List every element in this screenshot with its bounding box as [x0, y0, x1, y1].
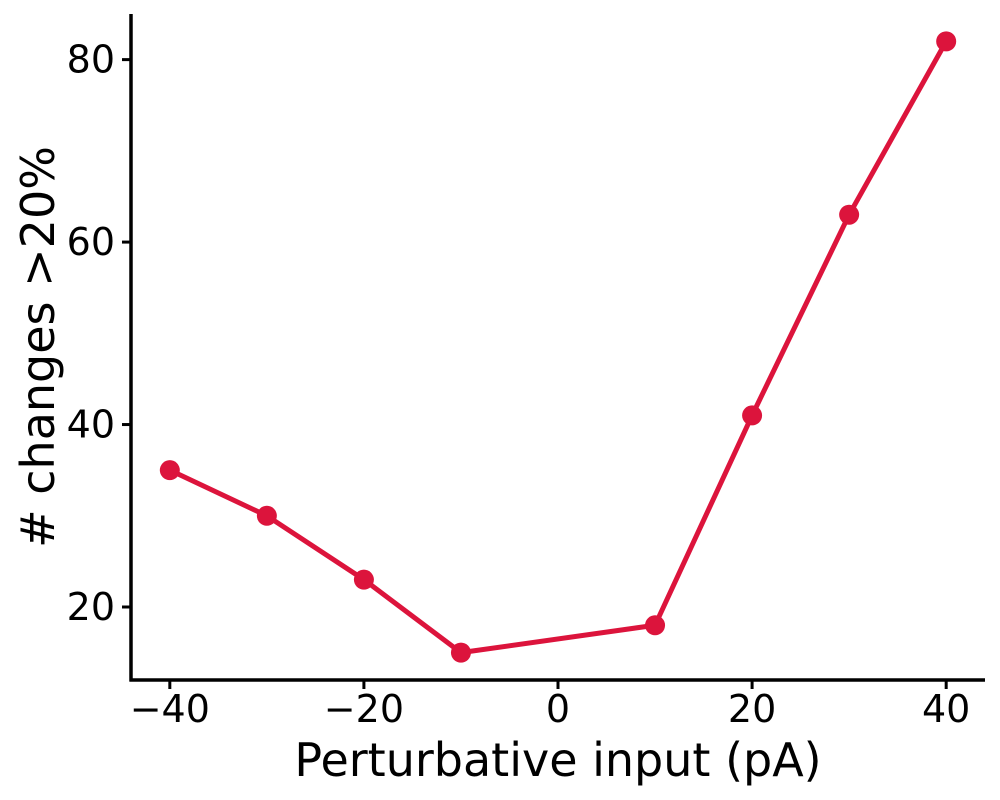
data-point	[450, 642, 471, 663]
data-point	[839, 204, 860, 225]
x-tick-label: −20	[324, 687, 404, 731]
data-point	[936, 31, 957, 52]
data-point	[353, 569, 374, 590]
y-tick-label: 20	[67, 585, 115, 629]
x-tick-label: 0	[546, 687, 570, 731]
data-point	[159, 460, 180, 481]
y-axis-label: # changes >20%	[11, 146, 65, 548]
data-point	[742, 405, 763, 426]
axes	[129, 14, 985, 682]
y-tick-label: 60	[67, 220, 115, 264]
x-axis-ticks: −40 −20 0 20 40	[130, 680, 970, 731]
x-tick-label: −40	[130, 687, 210, 731]
series-line	[167, 38, 949, 656]
plot-area	[159, 31, 957, 663]
y-tick-label: 40	[67, 403, 115, 447]
data-point	[645, 615, 666, 636]
x-tick-label: 40	[922, 687, 970, 731]
x-axis-label: Perturbative input (pA)	[294, 733, 821, 787]
data-point	[256, 505, 277, 526]
x-tick-label: 20	[728, 687, 776, 731]
y-tick-label: 80	[67, 38, 115, 82]
y-axis-ticks: 20 40 60 80	[67, 38, 131, 629]
